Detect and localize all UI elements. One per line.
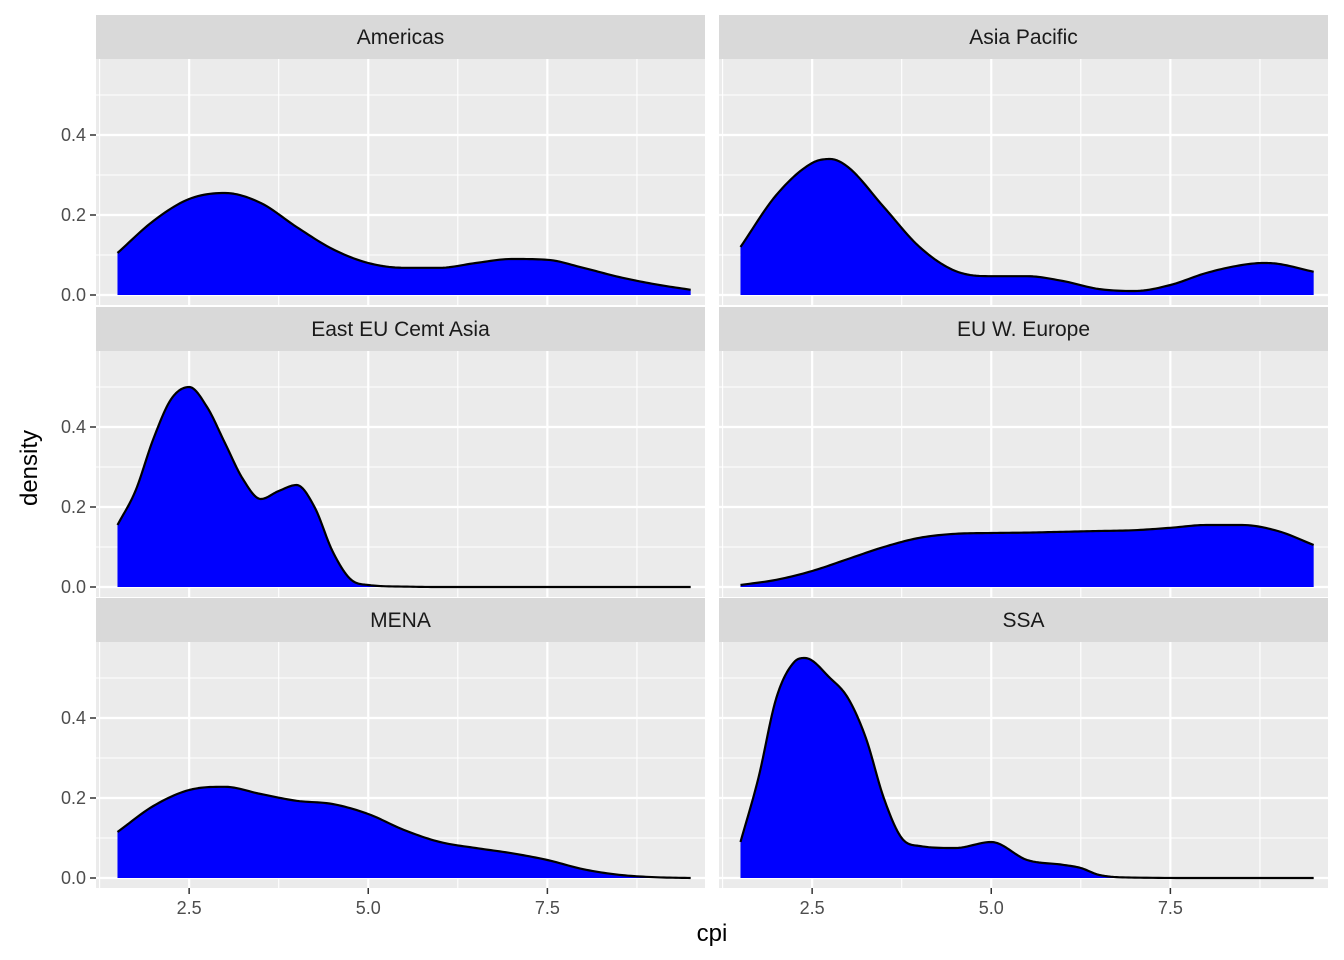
y-tick-label: 0.2 [61, 788, 86, 808]
facet-strip [719, 598, 1328, 642]
facet-mena: MENA [96, 598, 705, 888]
density-area [117, 193, 691, 295]
y-tick-label: 0.2 [61, 497, 86, 517]
y-tick-label: 0.0 [61, 285, 86, 305]
facet-strip-label: East EU Cemt Asia [311, 318, 490, 341]
y-tick-label: 0.4 [61, 125, 86, 145]
density-area [740, 159, 1314, 295]
density-outline [739, 157, 1314, 293]
density-outline [739, 656, 1314, 880]
facet-strip-label: MENA [370, 609, 431, 632]
density-outline [116, 785, 691, 880]
facet-strip [96, 598, 705, 642]
density-outline [116, 191, 691, 291]
x-axis-title: cpi [697, 920, 728, 947]
y-tick-label: 0.0 [61, 868, 86, 888]
facet-strip-label: Asia Pacific [969, 26, 1078, 49]
x-tick-label: 5.0 [356, 898, 381, 918]
facet-asia-pacific: Asia Pacific [719, 15, 1328, 305]
facet-strip [96, 307, 705, 351]
x-axis: 2.5 5.0 7.5 2.5 5.0 7.5 [177, 888, 1183, 918]
x-tick-label: 7.5 [535, 898, 560, 918]
facet-east-eu-cemt-asia: East EU Cemt Asia [96, 307, 705, 597]
density-area [117, 786, 691, 878]
x-tick-label: 2.5 [800, 898, 825, 918]
y-axis: 0.0 0.2 0.4 0.0 0.2 0.4 0.0 0.2 0.4 [61, 125, 96, 888]
facet-americas: Americas [96, 15, 705, 305]
y-tick-label: 0.4 [61, 708, 86, 728]
x-tick-label: 2.5 [177, 898, 202, 918]
y-tick-label: 0.4 [61, 417, 86, 437]
density-area [740, 525, 1314, 587]
x-tick-label: 5.0 [979, 898, 1004, 918]
density-area [117, 387, 691, 587]
y-tick-label: 0.2 [61, 205, 86, 225]
facet-strip [719, 15, 1328, 59]
facet-strip-label: SSA [1002, 609, 1044, 632]
y-axis-title: density [16, 430, 43, 506]
facet-strip-label: EU W. Europe [957, 318, 1090, 341]
density-outline [116, 385, 691, 589]
density-outline [740, 523, 1315, 587]
facet-panels: Americas Asia Pacific East EU Cemt Asia EU … [96, 15, 1328, 888]
facet-ssa: SSA [719, 598, 1328, 888]
facet-eu-w-europe: EU W. Europe [719, 307, 1328, 597]
facet-strip-label: Americas [357, 26, 445, 49]
y-tick-label: 0.0 [61, 577, 86, 597]
facet-strip [719, 307, 1328, 351]
density-area [740, 658, 1314, 878]
facet-strip [96, 15, 705, 59]
x-tick-label: 7.5 [1158, 898, 1183, 918]
